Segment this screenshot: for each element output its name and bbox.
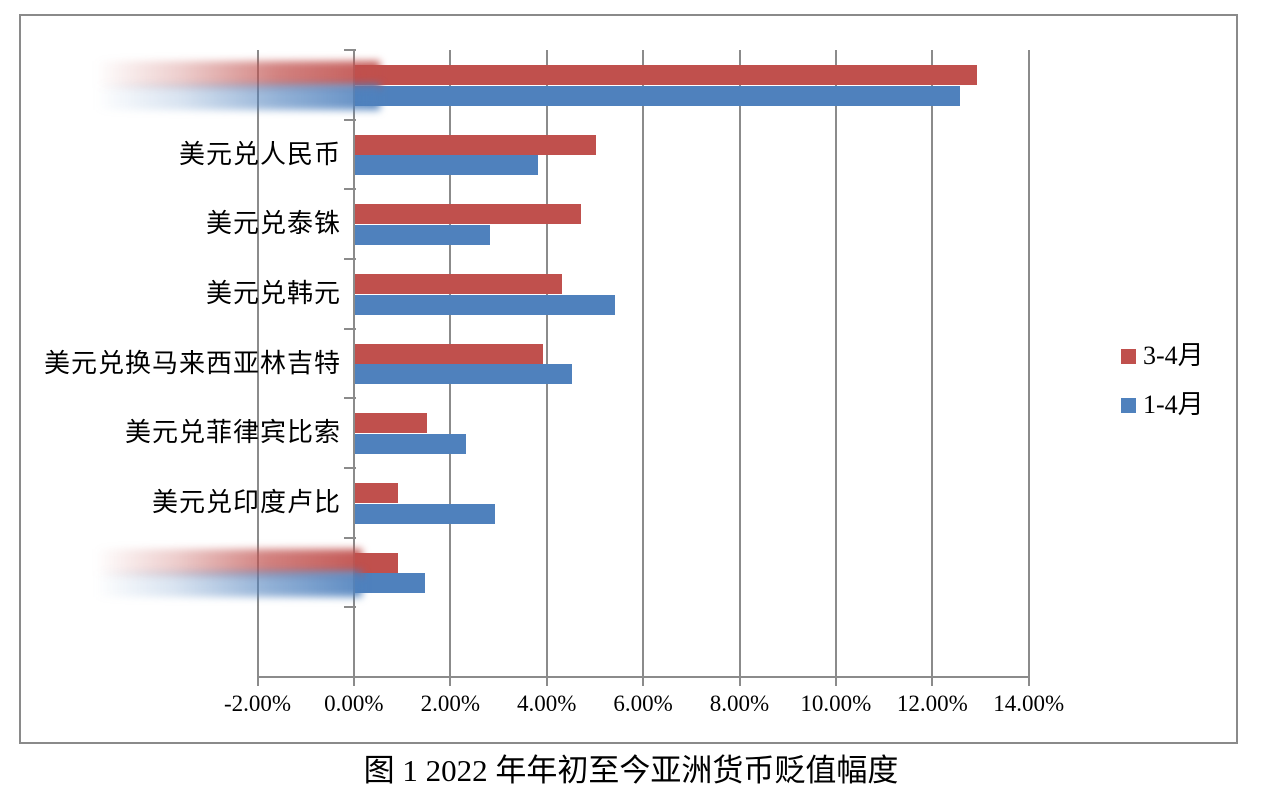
bar-series-2-row-1	[354, 85, 960, 106]
bar-series-1-row-3	[354, 204, 582, 225]
category-axis-tick	[344, 606, 356, 609]
x-axis-tick	[545, 677, 548, 686]
gridline	[834, 50, 837, 677]
gridline	[545, 50, 548, 677]
x-axis-tick	[352, 677, 355, 686]
bar-series-1-row-5	[354, 343, 543, 364]
x-axis-tick	[738, 677, 741, 686]
category-label-6: 美元兑菲律宾比索	[124, 418, 341, 448]
category-label-5: 美元兑换马来西亚林吉特	[43, 348, 341, 378]
bar-series-1-row-4	[354, 274, 563, 294]
legend-label-1: 3-4月	[1143, 341, 1204, 370]
bar-series-1-row-6	[354, 413, 428, 434]
x-axis-label: 12.00%	[896, 691, 968, 716]
x-axis-line	[257, 676, 1030, 678]
bar-series-1-row-8	[354, 552, 399, 573]
redaction-smear-blue	[95, 571, 362, 598]
x-axis-tick	[834, 677, 837, 686]
category-axis-tick	[344, 258, 356, 260]
bar-series-2-row-5	[354, 364, 572, 385]
legend-item-1: 3-4月	[1121, 341, 1204, 371]
x-axis-tick	[256, 677, 259, 686]
chart-area-border	[19, 14, 1238, 744]
bar-series-1-row-1	[354, 65, 977, 85]
category-axis-tick	[344, 188, 356, 191]
category-axis-tick	[344, 118, 356, 121]
bar-series-2-row-2	[354, 155, 539, 176]
gridline	[1027, 50, 1030, 677]
category-axis-tick	[344, 397, 356, 400]
x-axis-label: 10.00%	[800, 691, 872, 716]
category-label-4: 美元兑韩元	[205, 278, 341, 308]
gridline	[738, 50, 741, 677]
x-axis-tick	[449, 677, 452, 686]
category-axis-tick	[344, 536, 356, 539]
bar-series-1-row-7	[354, 483, 399, 503]
category-axis-tick	[344, 676, 356, 678]
gridline	[642, 50, 645, 677]
bar-series-2-row-3	[354, 224, 490, 245]
redaction-smear-blue	[95, 83, 380, 110]
legend-swatch-blue-icon	[1121, 397, 1136, 413]
category-label-2: 美元兑人民币	[178, 139, 341, 169]
category-label-7: 美元兑印度卢比	[151, 487, 341, 517]
x-axis-tick	[1027, 677, 1030, 686]
x-axis-label: 8.00%	[709, 691, 770, 716]
x-axis-label: 6.00%	[613, 691, 673, 716]
gridline	[352, 50, 355, 677]
category-axis-tick	[344, 467, 356, 469]
bar-series-2-row-6	[354, 433, 466, 454]
gridline	[256, 50, 259, 677]
bar-series-2-row-4	[354, 294, 616, 315]
bar-series-2-row-8	[354, 573, 425, 594]
category-label-3: 美元兑泰铢	[205, 209, 341, 239]
legend-item-2: 1-4月	[1121, 390, 1204, 420]
x-axis-tick	[642, 677, 645, 686]
chart-caption: 图 1 2022 年年初至今亚洲货币贬值幅度	[363, 753, 899, 788]
category-axis-tick	[344, 49, 356, 51]
x-axis-label: 14.00%	[993, 691, 1065, 716]
x-axis-label: 4.00%	[516, 691, 577, 716]
category-axis-tick	[344, 327, 356, 330]
legend-label-2: 1-4月	[1143, 390, 1204, 419]
x-axis-label: -2.00%	[223, 691, 292, 716]
x-axis-tick	[931, 677, 934, 686]
bar-series-1-row-2	[354, 134, 596, 155]
gridline	[931, 50, 934, 677]
legend-swatch-red-icon	[1121, 348, 1136, 364]
x-axis-label: 2.00%	[420, 691, 481, 716]
x-axis-label: 0.00%	[324, 691, 384, 716]
bar-series-2-row-7	[354, 503, 495, 524]
